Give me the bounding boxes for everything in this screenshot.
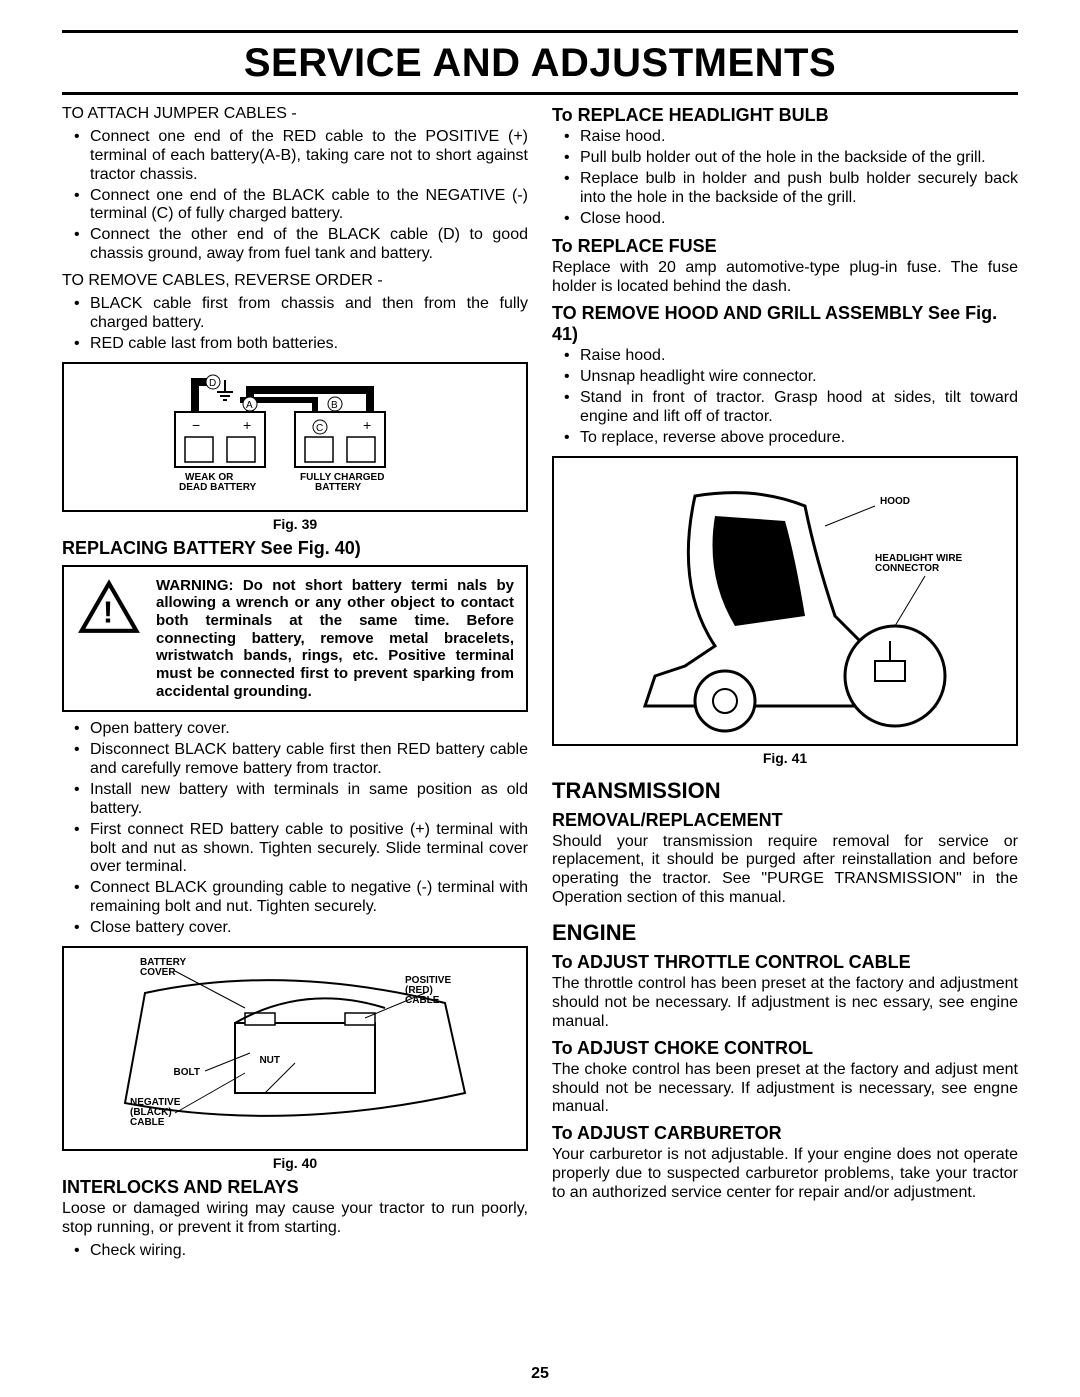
remove-header: TO REMOVE CABLES, REVERSE ORDER - — [62, 272, 528, 291]
throttle-header: To ADJUST THROTTLE CONTROL CABLE — [552, 952, 1018, 973]
headlight-header: To REPLACE HEADLIGHT BULB — [552, 105, 1018, 126]
right-column: To REPLACE HEADLIGHT BULB Raise hood. Pu… — [552, 105, 1018, 1269]
svg-text:−: − — [192, 417, 200, 433]
warning-box: ! WARNING: Do not short battery termi na… — [62, 565, 528, 713]
fuse-header: To REPLACE FUSE — [552, 236, 1018, 257]
attach-header: TO ATTACH JUMPER CABLES - — [62, 105, 528, 124]
svg-text:CABLE: CABLE — [130, 1117, 165, 1128]
fuse-text: Replace with 20 amp automotive-type plug… — [552, 259, 1018, 297]
list-item: Open battery cover. — [62, 720, 528, 739]
choke-text: The choke control has been preset at the… — [552, 1061, 1018, 1118]
fig40-caption: Fig. 40 — [62, 1155, 528, 1171]
hood-header: TO REMOVE HOOD AND GRILL ASSEMBLY See Fi… — [552, 303, 1018, 345]
interlocks-header: INTERLOCKS AND RELAYS — [62, 1177, 528, 1198]
carb-text: Your carburetor is not adjustable. If yo… — [552, 1146, 1018, 1203]
list-item: BLACK cable first from chassis and then … — [62, 295, 528, 333]
list-item: Raise hood. — [552, 128, 1018, 147]
list-item: Unsnap headlight wire connector. — [552, 368, 1018, 387]
list-item: Connect one end of the RED cable to the … — [62, 128, 528, 185]
page-title: SERVICE AND ADJUSTMENTS — [62, 41, 1018, 86]
svg-text:DEAD BATTERY: DEAD BATTERY — [179, 482, 257, 493]
fig-39: − + − + D A B C — [62, 362, 528, 512]
warning-icon: ! — [76, 577, 142, 635]
page-number: 25 — [531, 1365, 549, 1383]
warning-text: WARNING: Do not short battery termi nals… — [156, 577, 514, 701]
svg-text:COVER: COVER — [140, 967, 176, 978]
svg-text:BATTERY: BATTERY — [315, 482, 361, 493]
list-item: Close battery cover. — [62, 919, 528, 938]
carb-header: To ADJUST CARBURETOR — [552, 1123, 1018, 1144]
list-item: Connect the other end of the BLACK cable… — [62, 226, 528, 264]
svg-text:+: + — [363, 417, 371, 433]
list-item: Raise hood. — [552, 347, 1018, 366]
interlocks-text: Loose or damaged wiring may cause your t… — [62, 1200, 528, 1238]
fig39-caption: Fig. 39 — [62, 516, 528, 532]
throttle-text: The throttle control has been preset at … — [552, 975, 1018, 1032]
list-item: First connect RED battery cable to posit… — [62, 821, 528, 878]
svg-text:A: A — [246, 400, 253, 411]
svg-text:!: ! — [103, 594, 113, 629]
list-item: Install new battery with terminals in sa… — [62, 781, 528, 819]
list-item: Connect BLACK grounding cable to negativ… — [62, 879, 528, 917]
removal-header: REMOVAL/REPLACEMENT — [552, 810, 1018, 831]
replacing-battery-header: REPLACING BATTERY See Fig. 40) — [62, 538, 528, 559]
list-item: RED cable last from both batteries. — [62, 335, 528, 354]
list-item: Replace bulb in holder and push bulb hol… — [552, 170, 1018, 208]
fig41-caption: Fig. 41 — [552, 750, 1018, 766]
list-item: Check wiring. — [62, 1242, 528, 1261]
choke-header: To ADJUST CHOKE CONTROL — [552, 1038, 1018, 1059]
svg-text:HOOD: HOOD — [880, 496, 910, 507]
svg-text:NUT: NUT — [259, 1055, 280, 1066]
engine-header: ENGINE — [552, 920, 1018, 946]
remove-list: BLACK cable first from chassis and then … — [62, 295, 528, 354]
transmission-header: TRANSMISSION — [552, 778, 1018, 804]
svg-text:B: B — [331, 400, 338, 411]
attach-list: Connect one end of the RED cable to the … — [62, 128, 528, 264]
list-item: Connect one end of the BLACK cable to th… — [62, 187, 528, 225]
list-item: To replace, reverse above procedure. — [552, 429, 1018, 448]
list-item: Disconnect BLACK battery cable first the… — [62, 741, 528, 779]
hood-list: Raise hood. Unsnap headlight wire connec… — [552, 347, 1018, 447]
svg-text:BOLT: BOLT — [174, 1067, 200, 1078]
list-item: Stand in front of tractor. Grasp hood at… — [552, 389, 1018, 427]
svg-text:CABLE: CABLE — [405, 995, 440, 1006]
svg-text:C: C — [316, 423, 323, 434]
svg-text:CONNECTOR: CONNECTOR — [875, 563, 940, 574]
svg-text:+: + — [243, 417, 251, 433]
interlocks-bullets: Check wiring. — [62, 1242, 528, 1261]
list-item: Pull bulb holder out of the hole in the … — [552, 149, 1018, 168]
headlight-list: Raise hood. Pull bulb holder out of the … — [552, 128, 1018, 228]
list-item: Close hood. — [552, 210, 1018, 229]
left-column: TO ATTACH JUMPER CABLES - Connect one en… — [62, 105, 528, 1269]
removal-text: Should your transmission require removal… — [552, 833, 1018, 909]
svg-text:D: D — [209, 378, 216, 389]
replace-steps: Open battery cover. Disconnect BLACK bat… — [62, 720, 528, 938]
fig-41: HOOD HEADLIGHT WIRE CONNECTOR — [552, 456, 1018, 746]
fig-40: BATTERY COVER POSITIVE (RED) CABLE NUT B… — [62, 946, 528, 1151]
